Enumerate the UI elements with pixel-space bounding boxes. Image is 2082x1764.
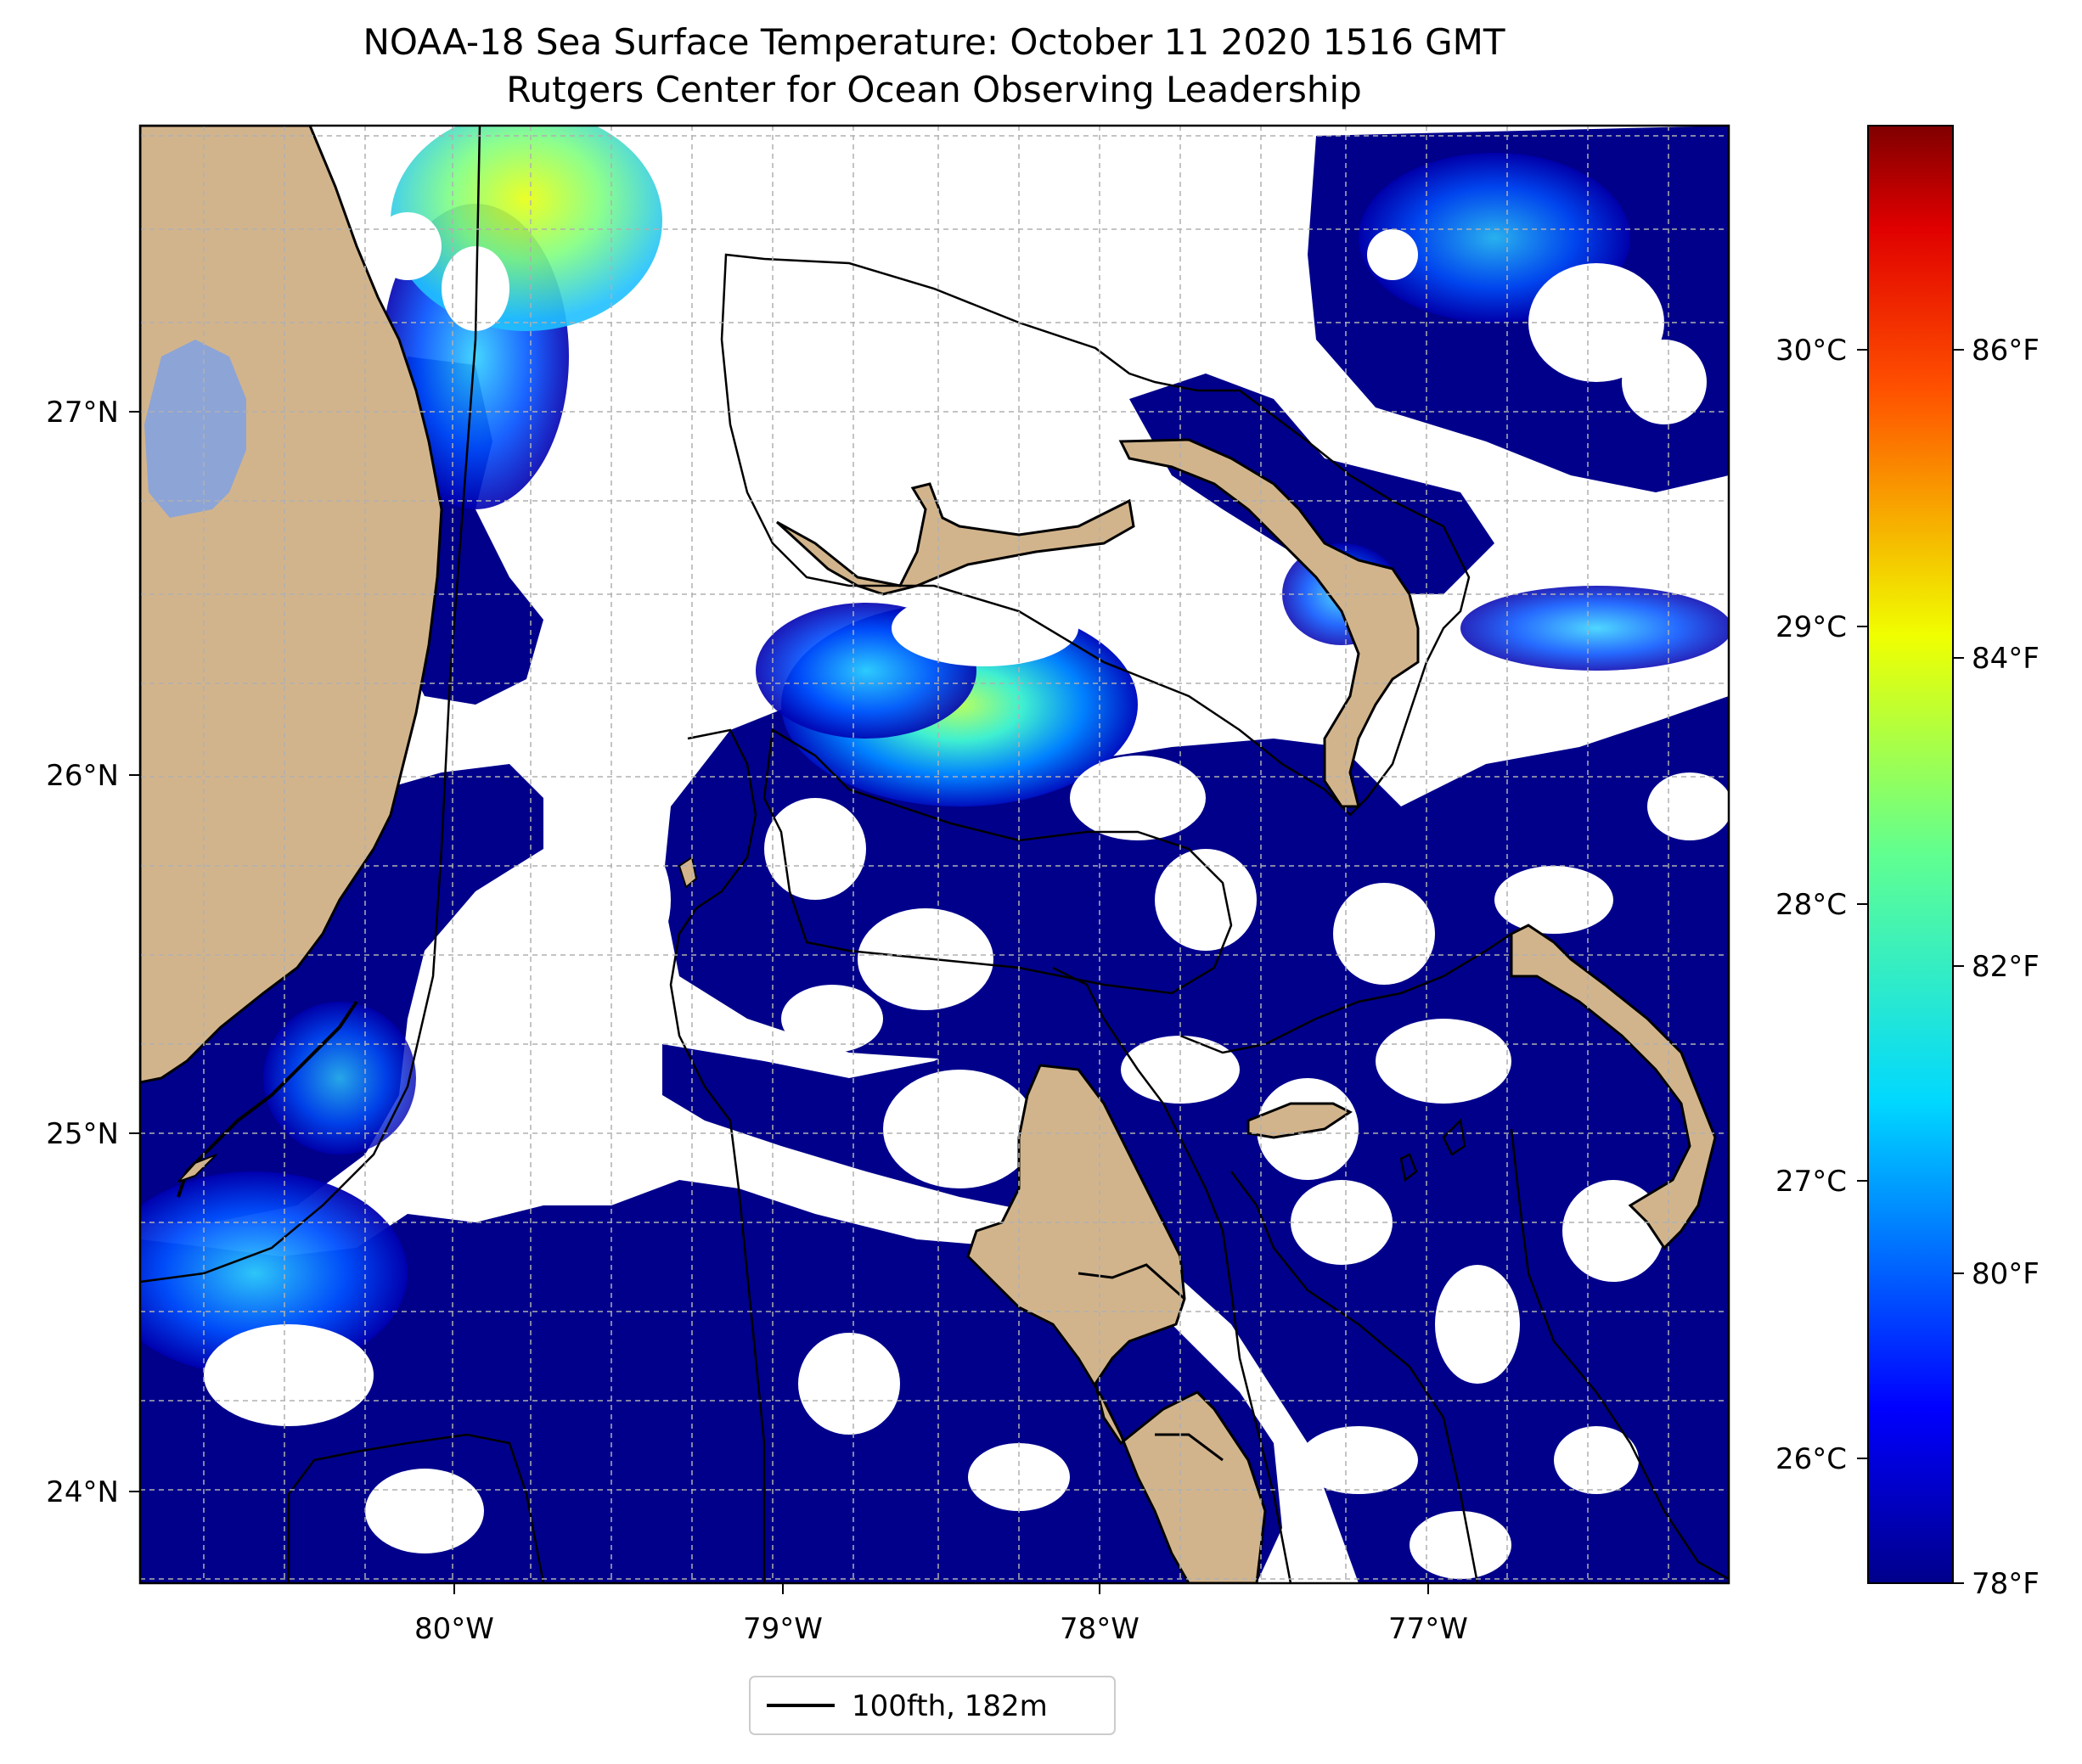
eleuthera-land (1510, 924, 1717, 1250)
colorbar-f-82: 82°F (1972, 950, 2040, 984)
map-frame (138, 124, 1730, 1585)
lon-label-79w: 79°W (743, 1612, 823, 1646)
legend-label: 100fth, 182m (852, 1689, 1048, 1723)
andros-channel (1078, 1263, 1185, 1301)
colorbar-c-28: 28°C (1775, 888, 1847, 922)
map-gridlines (140, 126, 1729, 1583)
lon-label-78w: 78°W (1060, 1612, 1139, 1646)
abaco-land (1118, 438, 1420, 808)
colorbar-f-80: 80°F (1972, 1257, 2040, 1291)
lat-label-27n: 27°N (46, 396, 119, 430)
colorbar-c-26: 26°C (1775, 1442, 1847, 1476)
legend-box (749, 1676, 1116, 1735)
new-providence-land (1246, 1102, 1353, 1139)
colorbar-f-84: 84°F (1972, 642, 2040, 676)
map-area (140, 126, 1729, 1583)
isobath-legend: 100fth, 182m (749, 1676, 1116, 1735)
lat-label-24n: 24°N (46, 1475, 119, 1509)
colorbar-ticks (1857, 349, 1964, 1584)
key-island (177, 1154, 217, 1183)
andros-bight (1155, 1433, 1224, 1462)
lat-label-25n: 25°N (46, 1117, 119, 1151)
colorbar-c-27: 27°C (1775, 1165, 1847, 1199)
colorbar-c-29: 29°C (1775, 610, 1847, 644)
lat-label-26n: 26°N (46, 759, 119, 793)
axis-ticks (129, 411, 1429, 1594)
map-subtitle: Rutgers Center for Ocean Observing Leade… (506, 69, 1362, 110)
colorbar-f-78: 78°F (1972, 1567, 2040, 1601)
colorbar-c-30: 30°C (1775, 334, 1847, 368)
colorbar: 30°C 29°C 28°C 27°C 26°C 86°F 84°F 82°F … (1775, 125, 2040, 1601)
grand-bahama-land (775, 482, 1135, 596)
lake-okeechobee-outline (144, 340, 246, 518)
lon-label-77w: 77°W (1388, 1612, 1468, 1646)
lon-label-80w: 80°W (414, 1612, 494, 1646)
colorbar-f-86: 86°F (1972, 334, 2040, 368)
colorbar-gradient (1867, 125, 1954, 1584)
map-title: NOAA-18 Sea Surface Temperature: October… (363, 21, 1505, 63)
